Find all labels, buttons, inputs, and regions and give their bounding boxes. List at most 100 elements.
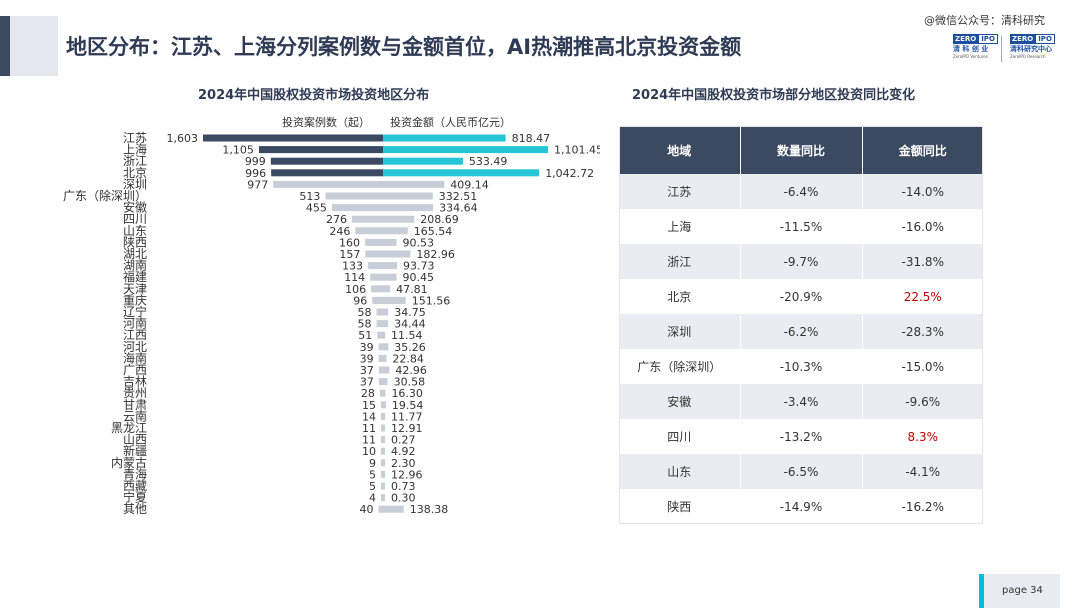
count-bar [378, 354, 383, 362]
count-value-label: 9 [369, 457, 376, 470]
count-value-label: 114 [344, 271, 365, 284]
count-value-label: 51 [358, 329, 372, 342]
region-label: 宁夏 [123, 490, 147, 505]
region-label: 西藏 [123, 479, 147, 493]
count-bar [381, 459, 383, 467]
count-bar [376, 320, 383, 328]
amount-bar [383, 494, 385, 502]
region-label: 其他 [123, 502, 147, 516]
count-value-label: 4 [369, 492, 376, 505]
count-value-label: 39 [360, 341, 374, 354]
amount-bar [383, 250, 411, 258]
count-value-label: 5 [369, 480, 376, 493]
amount-bar [383, 204, 434, 212]
watermark-text: @微信公众号：清科研究 [924, 14, 1045, 27]
cell-count-yoy: -10.3% [740, 349, 863, 384]
amount-value-label: 12.91 [391, 422, 423, 435]
count-value-label: 14 [362, 410, 376, 423]
cell-count-yoy: -11.5% [740, 209, 863, 244]
table-row: 陕西 -14.9% -16.2% [619, 489, 983, 524]
region-label: 湖南 [123, 258, 147, 273]
cell-amount-yoy: -31.8% [862, 244, 983, 279]
amount-bar [383, 436, 385, 444]
table-row: 广东（除深圳） -10.3% -15.0% [619, 349, 983, 384]
region-label: 江西 [123, 328, 147, 342]
count-bar [378, 343, 383, 351]
count-value-label: 1,603 [167, 132, 199, 145]
amount-bar [383, 273, 397, 281]
count-bar [270, 157, 383, 165]
cell-amount-yoy: -9.6% [862, 384, 983, 419]
cell-region: 山东 [619, 454, 741, 489]
region-label: 北京 [123, 166, 147, 180]
chart-title: 2024年中国股权投资市场投资地区分布 [198, 88, 430, 103]
count-value-label: 977 [247, 178, 268, 191]
cell-count-yoy: -9.7% [740, 244, 863, 279]
zeroipo-research-logo: ZERO IPO 清科研究中心 ZeroIPO Research [1010, 34, 1056, 64]
count-value-label: 40 [360, 503, 374, 516]
count-value-label: 513 [299, 190, 320, 203]
count-bar [325, 192, 383, 200]
amount-value-label: 818.47 [512, 132, 551, 145]
amount-bar [383, 424, 385, 432]
cell-amount-yoy: 22.5% [862, 279, 983, 314]
header-amount-yoy: 金额同比 [862, 126, 983, 174]
amount-value-label: 533.49 [469, 155, 508, 168]
amount-bar [383, 354, 387, 362]
region-label: 河北 [123, 340, 147, 354]
count-value-label: 455 [306, 202, 327, 215]
table-row: 江苏 -6.4% -14.0% [619, 174, 983, 209]
region-label: 上海 [123, 142, 147, 157]
table-row: 山东 -6.5% -4.1% [619, 454, 983, 489]
region-label: 山西 [123, 433, 147, 447]
cell-region: 浙江 [619, 244, 741, 279]
count-bar [378, 505, 383, 513]
count-bar [378, 366, 383, 374]
page-number: page 34 [1002, 585, 1043, 596]
count-bar [381, 424, 383, 432]
region-label: 江苏 [123, 131, 147, 145]
amount-bar [383, 215, 415, 223]
region-label: 湖北 [123, 246, 147, 261]
amount-value-label: 16.30 [391, 387, 423, 400]
cell-count-yoy: -6.5% [740, 454, 863, 489]
count-bar [381, 470, 383, 478]
amount-bar [383, 180, 445, 188]
cell-region: 北京 [619, 279, 741, 314]
count-value-label: 10 [362, 445, 376, 458]
count-bar [355, 227, 383, 235]
count-bar [377, 331, 383, 339]
table-title: 2024年中国股权投资市场部分地区投资同比变化 [632, 88, 916, 103]
count-bar [365, 238, 383, 246]
amount-value-label: 334.64 [439, 202, 478, 215]
cell-amount-yoy: -28.3% [862, 314, 983, 349]
amount-value-label: 30.58 [394, 376, 426, 389]
header-region: 地域 [619, 126, 741, 174]
amount-value-label: 0.27 [391, 434, 416, 447]
amount-value-label: 208.69 [420, 213, 459, 226]
amount-bar [383, 169, 540, 177]
count-value-label: 37 [360, 376, 374, 389]
count-value-label: 37 [360, 364, 374, 377]
cell-amount-yoy: -4.1% [862, 454, 983, 489]
cell-amount-yoy: 8.3% [862, 419, 983, 454]
region-label: 山东 [123, 224, 147, 238]
region-label: 海南 [123, 350, 147, 365]
cell-region: 深圳 [619, 314, 741, 349]
count-bar [331, 204, 383, 212]
table-row: 深圳 -6.2% -28.3% [619, 314, 983, 349]
amount-value-label: 93.73 [403, 260, 435, 273]
count-bar [352, 215, 383, 223]
count-value-label: 996 [245, 167, 266, 180]
amount-value-label: 22.84 [392, 352, 424, 365]
count-bar [372, 296, 383, 304]
count-value-label: 58 [357, 306, 371, 319]
table-row: 浙江 -9.7% -31.8% [619, 244, 983, 279]
amount-value-label: 332.51 [439, 190, 478, 203]
count-bar [379, 389, 383, 397]
logo-divider [1001, 36, 1002, 62]
cell-count-yoy: -20.9% [740, 279, 863, 314]
amount-bar [383, 447, 385, 455]
count-value-label: 157 [339, 248, 360, 261]
count-value-label: 106 [345, 283, 366, 296]
